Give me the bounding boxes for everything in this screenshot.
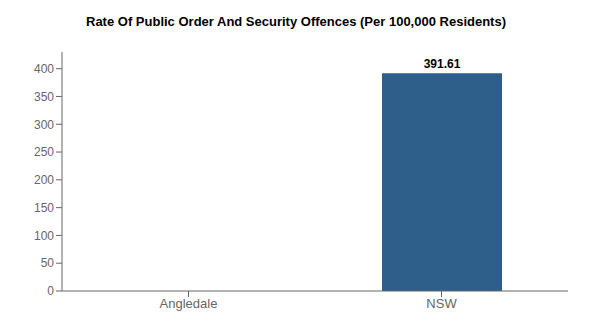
svg-text:400: 400	[34, 62, 54, 76]
svg-text:Angledale: Angledale	[160, 296, 218, 311]
svg-text:391.61: 391.61	[424, 57, 461, 71]
html-text:Rate Of Public Order And Secur: Rate Of Public Order And Security Offenc…	[86, 14, 506, 29]
svg-text:100: 100	[34, 229, 54, 243]
svg-text:50: 50	[41, 256, 55, 270]
svg-text:0: 0	[47, 284, 54, 298]
svg-text:300: 300	[34, 118, 54, 132]
svg-text:150: 150	[34, 201, 54, 215]
svg-text:NSW: NSW	[426, 296, 457, 311]
svg-text:250: 250	[34, 145, 54, 159]
svg-text:200: 200	[34, 173, 54, 187]
svg-text:350: 350	[34, 90, 54, 104]
